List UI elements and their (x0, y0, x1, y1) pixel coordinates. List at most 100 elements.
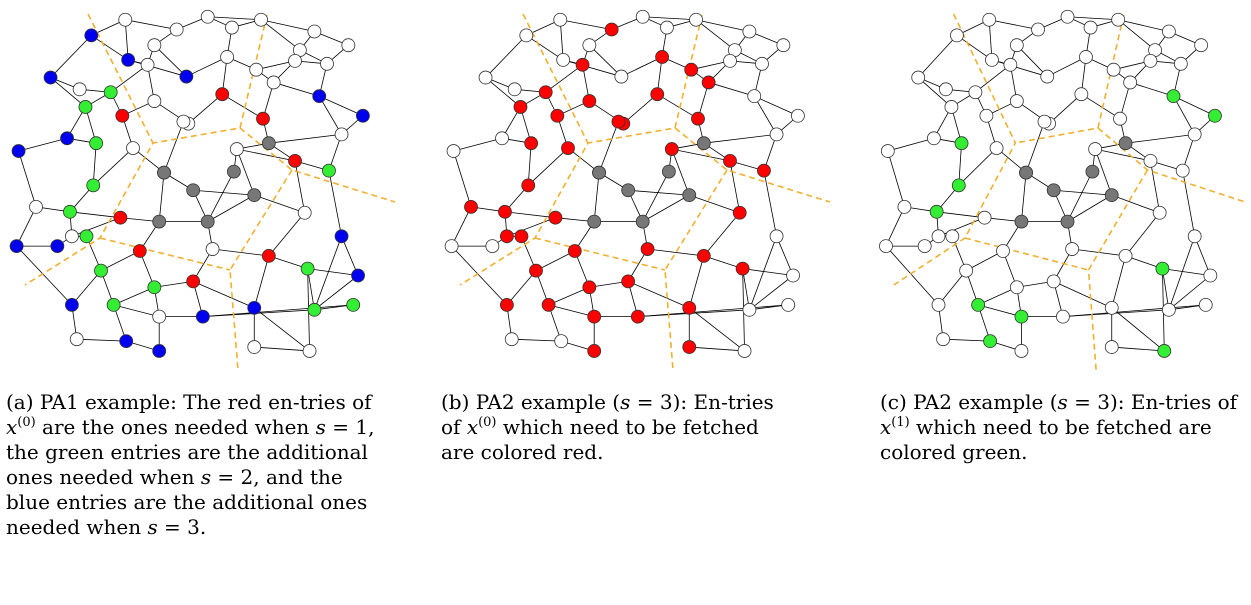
graph-edge (91, 35, 129, 61)
graph-edge (943, 338, 991, 342)
white-node (556, 53, 571, 67)
red-node (604, 22, 619, 37)
partition-boundary (674, 127, 831, 203)
white-node (1079, 50, 1093, 64)
white-node (1014, 344, 1029, 358)
gray-node (152, 214, 167, 229)
white-node (1056, 309, 1070, 324)
red-node (701, 75, 716, 90)
graph-edge (1095, 148, 1151, 162)
green-node (1208, 108, 1222, 123)
graph-edge (453, 137, 503, 152)
white-node (1143, 153, 1158, 168)
graph-edge (485, 35, 527, 78)
graph-edge (885, 206, 905, 247)
graph-edge (1111, 307, 1165, 352)
white-node (723, 53, 737, 68)
graph-edge (1194, 236, 1211, 276)
white-node (996, 244, 1010, 258)
white-node (507, 82, 522, 97)
caption-a-part: = 2, and the blue entries are the additi… (6, 465, 368, 539)
graph-edge (294, 160, 306, 213)
graph-edge (451, 206, 472, 247)
white-node (1161, 24, 1176, 39)
graph-edge (642, 16, 697, 21)
graph-edge (965, 250, 1004, 271)
graph-edge (1117, 19, 1156, 51)
red-node (500, 297, 514, 312)
caption-a-part: = 1, the green entries are the additiona… (6, 415, 375, 489)
red-node (735, 261, 750, 276)
caption-a: (a) PA1 example: The red en-tries of x(0… (6, 390, 378, 540)
graph-edge (1053, 189, 1112, 196)
gray-node (592, 165, 606, 180)
graph-edge (451, 245, 508, 306)
red-node (215, 87, 230, 102)
white-node (140, 57, 155, 72)
graph-edge (936, 211, 985, 219)
white-node (147, 94, 162, 108)
graph-edge (1125, 133, 1195, 144)
white-node (220, 50, 235, 64)
white-node (1123, 75, 1138, 90)
green-node (1014, 309, 1029, 324)
white-node (635, 9, 650, 24)
graph-edge (978, 304, 1022, 318)
red-node (757, 163, 771, 178)
graph-edge (71, 270, 102, 306)
graph-b (435, 0, 835, 370)
red-node (655, 50, 670, 64)
caption-c-part: = 3): En-tries of (1067, 390, 1238, 414)
caption-a-part: are the ones needed when (35, 415, 316, 439)
caption-b-part: (0) (478, 415, 497, 430)
white-node (553, 12, 568, 27)
caption-a-part: (a) PA1 example: The red en-tries of (6, 390, 372, 414)
white-node (1037, 114, 1052, 129)
graph-edge (917, 77, 952, 108)
red-node (548, 210, 563, 225)
white-node (1104, 300, 1119, 315)
graph-edge (1016, 44, 1048, 77)
graph-edge (1048, 93, 1082, 124)
graph-edge (1062, 304, 1206, 318)
white-node (126, 141, 140, 156)
graph-edge (273, 82, 320, 97)
red-node (513, 100, 528, 114)
partition-boundary (893, 13, 1017, 286)
white-node (1143, 53, 1158, 68)
white-node (944, 100, 959, 114)
caption-a-part: = 3. (157, 515, 207, 539)
white-node (1111, 12, 1126, 27)
graph-edge (1162, 268, 1211, 276)
graph-edge (621, 56, 663, 77)
white-node (200, 9, 215, 24)
red-node (587, 309, 602, 324)
white-node (977, 210, 992, 225)
gray-node (661, 164, 676, 179)
white-node (1088, 142, 1103, 156)
caption-a-part: x (6, 415, 18, 439)
graph-edge (703, 212, 741, 257)
green-node (322, 163, 336, 178)
white-node (307, 24, 322, 39)
gray-node (1060, 214, 1075, 229)
white-node (755, 56, 769, 71)
white-node (660, 20, 674, 35)
white-node (931, 297, 946, 312)
graph-edge (1025, 121, 1045, 173)
red-node (696, 248, 711, 263)
white-node (302, 344, 317, 358)
graph-edge (202, 304, 354, 318)
graph-edge (589, 44, 622, 77)
gray-node (1014, 214, 1029, 229)
graph-edge (1173, 95, 1196, 135)
red-node (664, 142, 679, 156)
red-node (682, 300, 697, 315)
white-node (446, 144, 461, 158)
graph-edge (535, 250, 575, 271)
graph-edge (548, 304, 595, 318)
gray-node (1019, 165, 1033, 180)
white-node (65, 229, 79, 244)
white-node (790, 108, 805, 123)
graph-edge (527, 147, 569, 186)
